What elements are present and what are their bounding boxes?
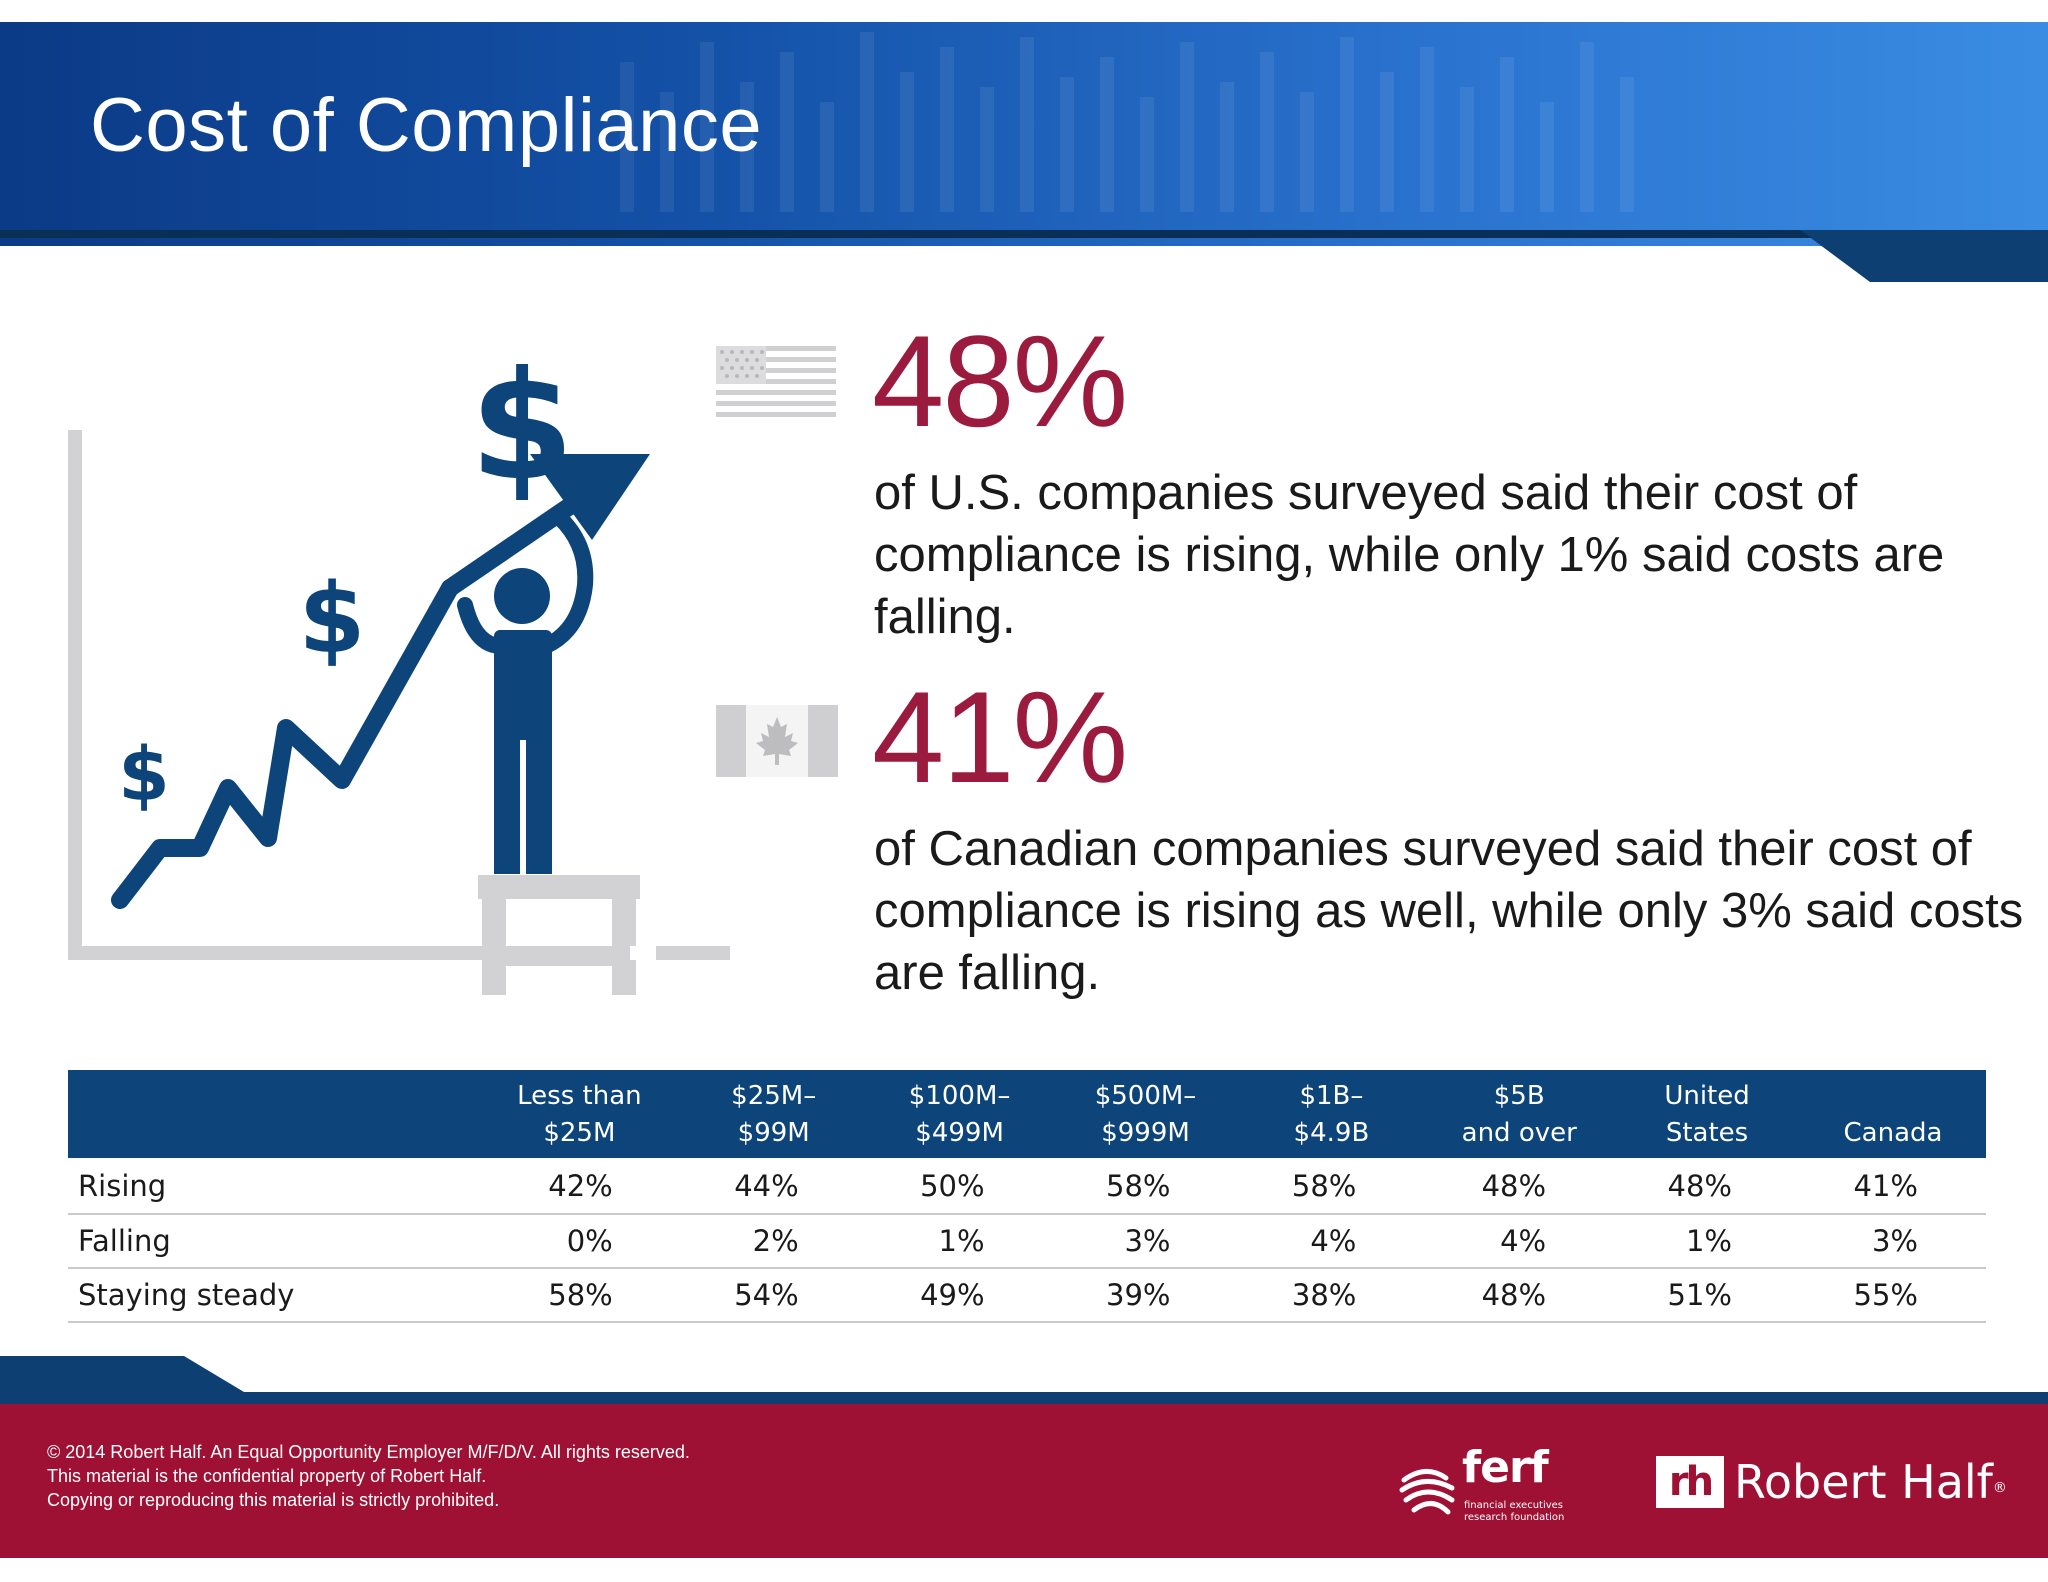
table-cell: 49% (866, 1268, 1053, 1323)
table-cell: 48% (1614, 1158, 1800, 1215)
column-header: United States (1664, 1081, 1750, 1148)
footer: © 2014 Robert Half. An Equal Opportunity… (0, 1404, 2048, 1558)
ferf-swirl-icon (1399, 1469, 1455, 1515)
us-flag-icon (716, 346, 836, 417)
table-row: Rising 42% 44% 50% 58% 58% 48% 48% 41% (68, 1158, 1986, 1215)
column-header: Less than $25M (517, 1081, 642, 1148)
table-cell: 48% (1424, 1268, 1615, 1323)
column-header: $1B– $4.9B (1293, 1081, 1370, 1148)
table-cell: 1% (866, 1214, 1053, 1269)
column-header: Canada (1843, 1118, 1943, 1148)
table-cell: 51% (1614, 1268, 1800, 1323)
table-cell: 4% (1424, 1214, 1615, 1269)
table-cell: 41% (1799, 1158, 1986, 1215)
ladder-icon (478, 875, 730, 995)
legal-notice: © 2014 Robert Half. An Equal Opportunity… (47, 1440, 690, 1512)
rising-cost-illustration: $ $ $ (68, 340, 730, 995)
table-cell: 42% (478, 1158, 681, 1215)
maple-leaf-icon (756, 717, 798, 765)
table-cell: 50% (866, 1158, 1053, 1215)
table-cell: 0% (478, 1214, 681, 1269)
table-cell: 48% (1424, 1158, 1615, 1215)
canada-stat-description: of Canadian companies surveyed said thei… (874, 822, 2024, 1000)
us-stat-description: of U.S. companies surveyed said their co… (874, 466, 1945, 644)
table-row: Falling 0% 2% 1% 3% 4% 4% 1% 3% (68, 1214, 1986, 1269)
header-accent-bar (0, 230, 2048, 282)
robert-half-logo-wordmark: Robert Half® (1734, 1455, 2007, 1509)
ferf-logo-wordmark: ferf (1462, 1442, 1549, 1493)
table-cell: 39% (1052, 1268, 1239, 1323)
table-cell: 4% (1238, 1214, 1425, 1269)
us-stat-value: 48% (872, 308, 1128, 454)
canada-stat-value: 41% (872, 664, 1128, 810)
table-cell: 38% (1238, 1268, 1425, 1323)
legal-line: Copying or reproducing this material is … (47, 1490, 500, 1510)
table-cell: 1% (1614, 1214, 1800, 1269)
table-corner-cell (68, 1070, 478, 1158)
ferf-logo-subtitle: financial executives research foundation (1464, 1500, 1565, 1523)
table-cell: 58% (478, 1268, 681, 1323)
table-cell: 2% (680, 1214, 867, 1269)
dollar-sign-icon-medium: $ (299, 563, 366, 675)
row-label: Staying steady (68, 1268, 478, 1323)
dollar-sign-icon-large: $ (470, 340, 574, 514)
person-icon (457, 510, 594, 874)
row-label: Falling (68, 1214, 478, 1269)
header-background-pattern (620, 32, 1634, 212)
legal-line: This material is the confidential proper… (47, 1466, 487, 1486)
footer-accent-bar (0, 1356, 2048, 1404)
robert-half-logo-mark: rh (1656, 1456, 1724, 1508)
canada-flag-icon (716, 705, 838, 777)
legal-line: © 2014 Robert Half. An Equal Opportunity… (47, 1442, 690, 1462)
table-cell: 44% (680, 1158, 867, 1215)
column-header: $100M– $499M (908, 1081, 1011, 1148)
row-label: Rising (68, 1158, 478, 1215)
trend-line (111, 579, 459, 909)
column-header: $25M– $99M (731, 1081, 817, 1148)
column-header: $500M– $999M (1094, 1081, 1197, 1148)
table-cell: 58% (1238, 1158, 1425, 1215)
cost-trend-table: Less than $25M $25M– $99M $100M– $499M $500… (68, 1070, 1986, 1323)
page-title: Cost of Compliance (90, 83, 763, 168)
dollar-sign-icon-small: $ (118, 732, 170, 818)
table-header-row: Less than $25M $25M– $99M $100M– $499M $500… (68, 1070, 1986, 1158)
table-cell: 58% (1052, 1158, 1239, 1215)
header-banner: Cost of Compliance (0, 22, 2048, 246)
table-cell: 55% (1799, 1268, 1986, 1323)
table-row: Staying steady 58% 54% 49% 39% 38% 48% 5… (68, 1268, 1986, 1323)
table-cell: 3% (1052, 1214, 1239, 1269)
table-cell: 3% (1799, 1214, 1986, 1269)
table-cell: 54% (680, 1268, 867, 1323)
column-header: $5B and over (1461, 1081, 1577, 1148)
arrow-head-icon (530, 454, 650, 540)
